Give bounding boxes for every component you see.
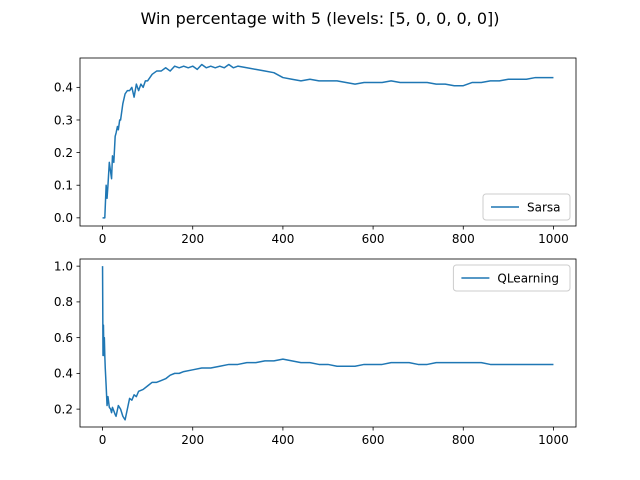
y-tick-label: 0.4 xyxy=(54,81,73,95)
y-tick-label: 0.1 xyxy=(54,179,73,193)
y-tick-label: 0.8 xyxy=(54,295,73,309)
sarsa-legend: Sarsa xyxy=(482,193,571,221)
legend-label: Sarsa xyxy=(527,200,561,214)
x-tick-label: 400 xyxy=(271,433,294,447)
sarsa-subplot: 0 200 400 600 800 1000 0.0 0.1 0.2 0.3 0.4 Sarsa xyxy=(54,57,577,246)
qlearning-subplot: 0 200 400 600 800 1000 0.2 0.4 0.6 0.8 1.0 QLearnin… xyxy=(54,258,577,447)
x-tick-label: 800 xyxy=(452,433,475,447)
y-tick-label: 0.2 xyxy=(54,402,73,416)
plot-frame xyxy=(79,57,577,227)
x-tick-label: 200 xyxy=(181,232,204,246)
y-tick-label: 0.3 xyxy=(54,113,73,127)
legend-label: QLearning xyxy=(497,271,559,285)
figure-title: Win percentage with 5 (levels: [5, 0, 0,… xyxy=(140,9,499,28)
x-tick-label: 400 xyxy=(271,232,294,246)
y-tick-label: 1.0 xyxy=(54,259,73,273)
y-tick-label: 0.0 xyxy=(54,211,73,225)
plot-frame xyxy=(79,258,577,428)
x-tick-label: 600 xyxy=(362,232,385,246)
x-tick-label: 1000 xyxy=(538,232,569,246)
x-tick-label: 200 xyxy=(181,433,204,447)
x-tick-label: 600 xyxy=(362,433,385,447)
x-tick-label: 0 xyxy=(99,232,107,246)
legend-box xyxy=(482,193,571,221)
qlearning-legend: QLearning xyxy=(452,264,571,292)
y-tick-label: 0.6 xyxy=(54,331,73,345)
qlearning-series-line xyxy=(101,266,554,421)
x-tick-label: 1000 xyxy=(538,433,569,447)
y-tick-label: 0.4 xyxy=(54,367,73,381)
x-tick-label: 800 xyxy=(452,232,475,246)
y-tick-label: 0.2 xyxy=(54,146,73,160)
x-tick-label: 0 xyxy=(99,433,107,447)
sarsa-series-line xyxy=(102,63,554,219)
legend-box xyxy=(452,264,571,292)
